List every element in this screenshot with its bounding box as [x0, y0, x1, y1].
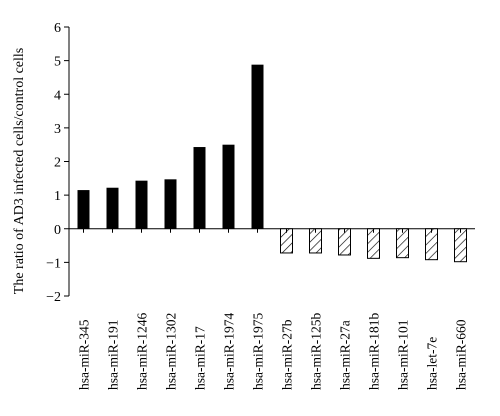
x-tick-label: hsa-miR-191	[106, 320, 121, 391]
x-tick-label: hsa-miR-660	[454, 319, 469, 390]
bar	[454, 228, 467, 263]
plot-area: −2 −1 0 1 2 3 4 5 6 hsa-miR-345 hsa-miR-191 hsa-miR…	[46, 21, 475, 390]
x-tick-label: hsa-miR-17	[193, 326, 208, 390]
x-tick-label: hsa-miR-1974	[222, 313, 237, 390]
y-tick-label: 1	[54, 189, 61, 204]
x-tick-label: hsa-miR-345	[77, 319, 92, 390]
x-tick-label: hsa-miR-1975	[251, 313, 266, 390]
y-tick-label: 4	[54, 88, 61, 103]
y-tick-label: 5	[54, 55, 61, 70]
bar	[425, 228, 438, 261]
y-axis-label: The ratio of AD3 infected cells/control …	[12, 48, 27, 294]
x-tick-label: hsa-miR-1246	[135, 313, 150, 390]
x-tick-label: hsa-miR-27a	[338, 320, 353, 390]
x-tick-label: hsa-miR-181b	[367, 313, 382, 390]
bar	[222, 144, 235, 229]
x-tick-label: hsa-let-7e	[425, 337, 440, 390]
bar	[77, 190, 90, 229]
bar	[193, 147, 206, 229]
bar	[135, 180, 148, 229]
x-tick-label: hsa-miR-1302	[164, 313, 179, 390]
y-tick-label: 6	[54, 21, 61, 36]
x-tick-label: hsa-miR-125b	[309, 313, 324, 390]
bar	[396, 228, 409, 259]
bar	[367, 228, 380, 259]
bar	[164, 179, 177, 229]
y-tick-label: 0	[54, 223, 61, 238]
y-tick-label: 2	[54, 156, 61, 171]
bar	[251, 64, 264, 229]
y-tick-label: −2	[46, 290, 61, 305]
y-tick-label: −1	[46, 256, 61, 271]
bar	[106, 187, 119, 229]
x-tick-label: hsa-miR-27b	[280, 319, 295, 390]
y-tick-label: 3	[54, 122, 61, 137]
x-tick-label: hsa-miR-101	[396, 320, 411, 391]
